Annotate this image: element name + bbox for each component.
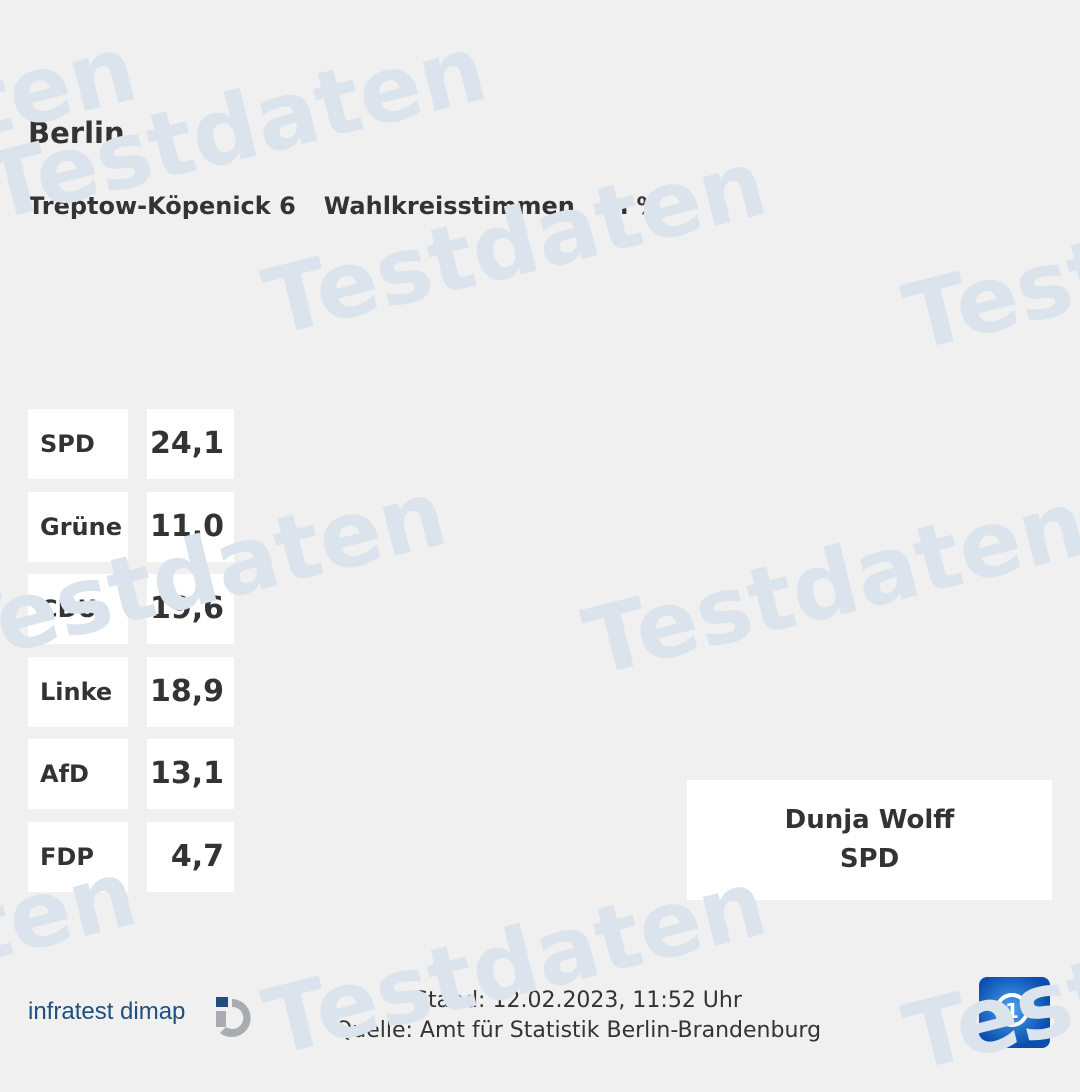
source: Quelle: Amt für Statistik Berlin-Branden… — [334, 1018, 822, 1043]
region-title: Berlin — [28, 116, 125, 150]
unit: in % — [602, 192, 661, 220]
party-name: Linke — [28, 656, 128, 727]
vote-type: Wahlkreisstimmen — [323, 192, 575, 220]
party-value: 18,9 — [147, 656, 234, 727]
party-value: 19,6 — [147, 574, 234, 644]
party-value: 4,7 — [147, 821, 234, 892]
party-value: 24,1 — [147, 409, 234, 479]
party-name: AfD — [28, 739, 128, 809]
party-name: FDP — [28, 821, 128, 892]
pollster-logo-text: infratest dimap — [28, 998, 186, 1025]
footer-info: Stand: 12.02.2023, 11:52 Uhr Quelle: Amt… — [300, 986, 856, 1046]
winner-box: Dunja Wolff SPD — [687, 780, 1052, 900]
stand-timestamp: Stand: 12.02.2023, 11:52 Uhr — [414, 988, 742, 1013]
watermark: Testdaten — [894, 144, 1080, 372]
constituency: Treptow-Köpenick 6 — [28, 192, 296, 220]
party-name: Grüne — [28, 491, 128, 562]
svg-text:1: 1 — [1005, 999, 1019, 1023]
winner-party: SPD — [839, 844, 900, 874]
party-name: CDU — [28, 574, 128, 644]
tagesschau-icon: 1 — [979, 977, 1050, 1048]
party-value: 11,0 — [147, 491, 234, 562]
winner-name: Dunja Wolff — [784, 805, 955, 835]
infratest-dimap-logo-icon — [216, 997, 251, 1037]
party-value: 13,1 — [147, 739, 234, 809]
subtitle: Treptow-Köpenick 6 Wahlkreisstimmen in % — [28, 192, 689, 220]
watermark: Testdaten — [254, 129, 777, 357]
watermark: Testdaten — [574, 469, 1080, 697]
party-name: SPD — [28, 409, 128, 479]
